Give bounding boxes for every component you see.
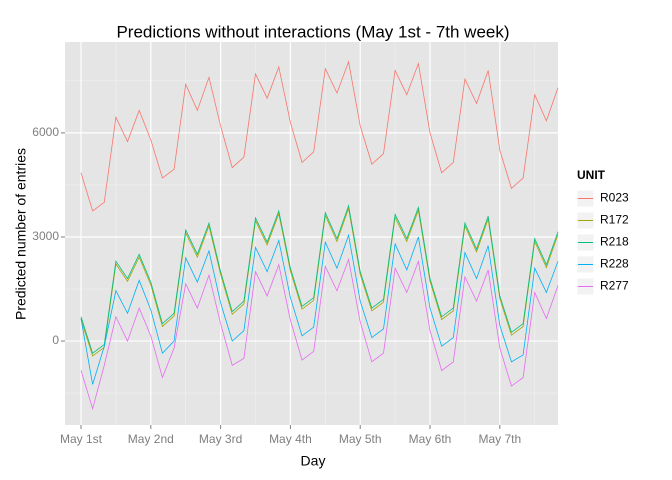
plot-panel [65, 42, 558, 425]
x-tick-label: May 7th [478, 432, 521, 446]
x-tick-label: May 2nd [128, 432, 174, 446]
y-tick-label: 0 [52, 333, 59, 347]
y-tick-label: 3000 [32, 229, 59, 243]
series-line [80, 60, 559, 212]
legend-label: R228 [600, 257, 629, 271]
legend-label: R023 [600, 191, 629, 205]
x-tick-label: May 5th [339, 432, 382, 446]
chart-title: Predictions without interactions (May 1s… [116, 22, 509, 41]
series-line [80, 258, 559, 411]
legend-label: R218 [600, 235, 629, 249]
x-axis-title: Day [301, 453, 326, 469]
x-tick-label: May 6th [409, 432, 452, 446]
legend-label: R277 [600, 279, 629, 293]
series-line [80, 204, 559, 354]
x-tick-label: May 1st [60, 432, 103, 446]
legend-title: UNIT [577, 168, 606, 182]
y-tick-label: 6000 [32, 125, 59, 139]
series-line [80, 233, 559, 385]
legend-label: R172 [600, 213, 629, 227]
x-tick-label: May 3rd [199, 432, 242, 446]
y-axis-title: Predicted number of entries [13, 148, 29, 320]
x-tick-label: May 4th [269, 432, 312, 446]
